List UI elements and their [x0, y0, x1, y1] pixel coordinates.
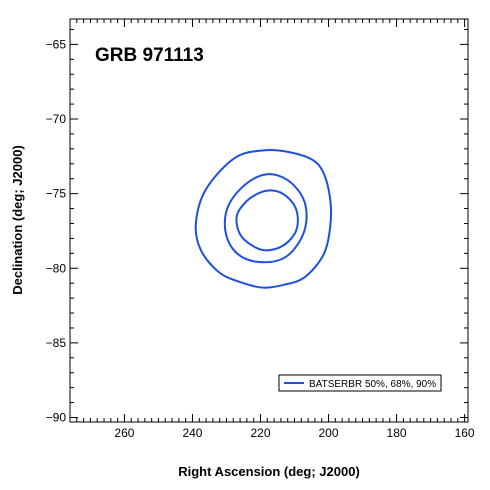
contour-line — [235, 189, 299, 252]
x-tick-label: 180 — [387, 426, 407, 440]
legend: BATSERBR 50%, 68%, 90% — [278, 374, 442, 392]
x-tick-label: 260 — [114, 426, 134, 440]
y-tick-label: −70 — [46, 112, 67, 126]
legend-box — [278, 374, 442, 392]
plot-frame — [69, 18, 469, 423]
y-tick-label: −80 — [46, 261, 67, 275]
y-tick-label: −75 — [46, 187, 67, 201]
y-tick-label: −65 — [46, 37, 67, 51]
x-tick-label: 220 — [250, 426, 270, 440]
y-tick-label: −90 — [46, 411, 67, 425]
x-tick-label: 160 — [455, 426, 475, 440]
y-tick-label: −85 — [46, 336, 67, 350]
x-tick-label: 240 — [182, 426, 202, 440]
legend-label: BATSERBR 50%, 68%, 90% — [309, 379, 436, 390]
contour-group — [194, 148, 333, 289]
y-axis-title: Declination (deg; J2000) — [10, 145, 25, 295]
contour-line — [223, 173, 308, 264]
x-axis-title: Right Ascension (deg; J2000) — [178, 464, 360, 479]
chart-title: GRB 971113 — [95, 45, 204, 66]
x-tick-label: 200 — [319, 426, 339, 440]
axis-ticks: 260 240 220 200 180 160 −65 −70 −75 −80 −85 −90 — [46, 19, 475, 440]
contour-line — [194, 148, 333, 289]
